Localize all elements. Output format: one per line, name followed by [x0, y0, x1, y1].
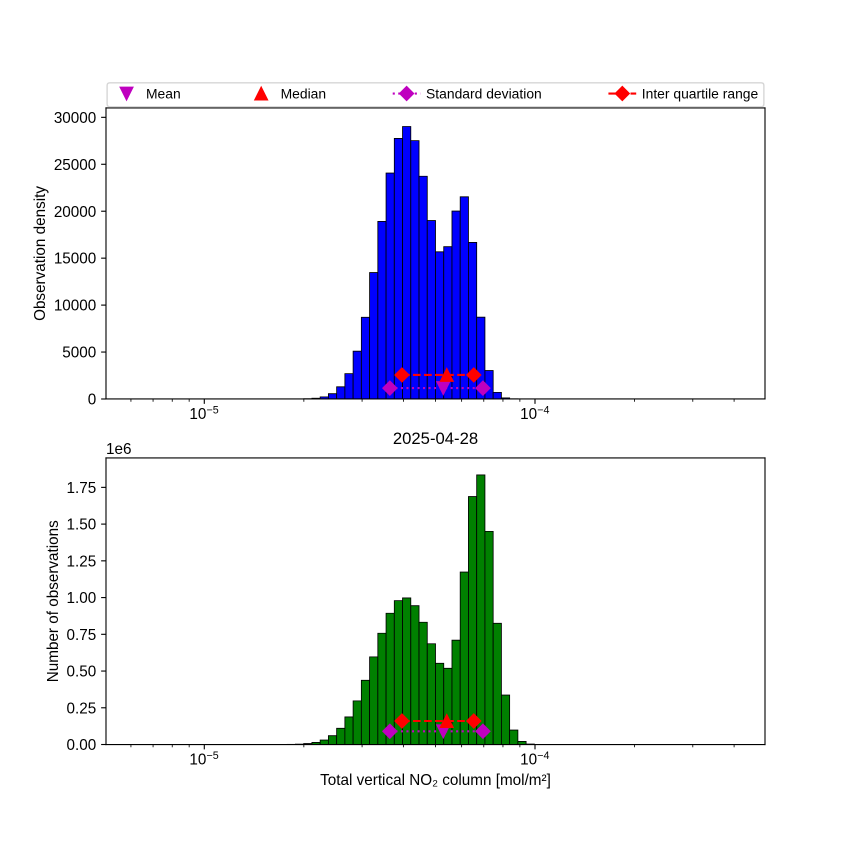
svg-text:1.00: 1.00: [67, 590, 97, 607]
svg-text:0.50: 0.50: [67, 664, 97, 681]
svg-text:1.25: 1.25: [67, 553, 97, 570]
svg-text:Inter quartile range: Inter quartile range: [642, 85, 759, 101]
svg-text:0.00: 0.00: [67, 737, 97, 754]
svg-text:30000: 30000: [54, 110, 96, 127]
svg-text:Number of observations: Number of observations: [45, 520, 62, 682]
svg-text:25000: 25000: [54, 157, 96, 174]
svg-text:1e6: 1e6: [106, 441, 131, 458]
svg-text:0: 0: [88, 392, 97, 409]
svg-text:Total vertical NO₂ column [mol: Total vertical NO₂ column [mol/m²]: [320, 772, 551, 789]
svg-text:Standard deviation: Standard deviation: [426, 85, 542, 101]
svg-text:5000: 5000: [62, 345, 96, 362]
svg-text:10000: 10000: [54, 298, 96, 315]
svg-text:0.75: 0.75: [67, 627, 97, 644]
svg-text:0.25: 0.25: [67, 700, 97, 717]
svg-text:1.50: 1.50: [67, 517, 97, 534]
svg-text:Observation density: Observation density: [32, 186, 49, 321]
svg-text:Median: Median: [281, 85, 327, 101]
svg-text:15000: 15000: [54, 251, 96, 268]
svg-text:2025-04-28: 2025-04-28: [393, 429, 478, 448]
svg-text:20000: 20000: [54, 204, 96, 221]
svg-text:1.75: 1.75: [67, 480, 97, 497]
svg-text:Mean: Mean: [146, 85, 181, 101]
